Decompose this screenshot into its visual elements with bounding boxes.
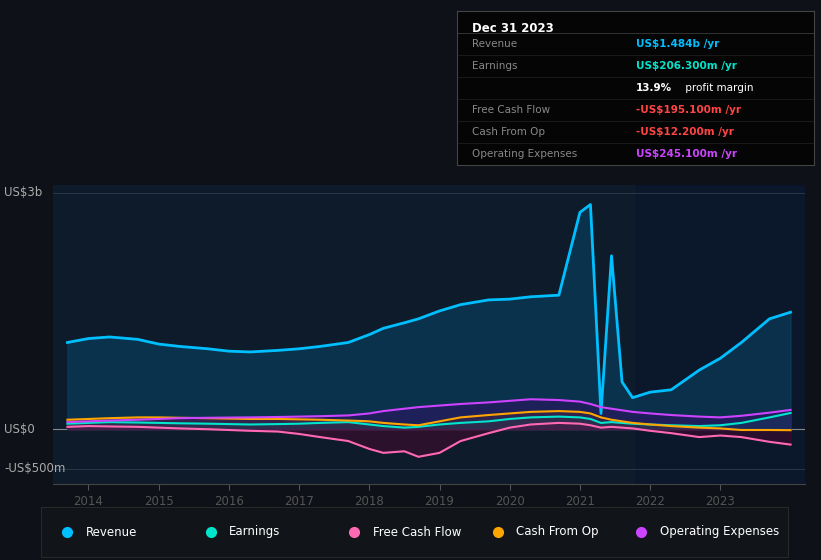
Text: -US$12.200m /yr: -US$12.200m /yr (636, 127, 734, 137)
Text: Free Cash Flow: Free Cash Flow (471, 105, 550, 115)
Text: Operating Expenses: Operating Expenses (659, 525, 779, 539)
Text: Earnings: Earnings (471, 60, 517, 71)
Text: -US$195.100m /yr: -US$195.100m /yr (636, 105, 741, 115)
Text: Operating Expenses: Operating Expenses (471, 149, 577, 159)
Text: US$206.300m /yr: US$206.300m /yr (636, 60, 736, 71)
Text: Revenue: Revenue (471, 39, 516, 49)
Text: US$3b: US$3b (4, 186, 43, 199)
Text: US$245.100m /yr: US$245.100m /yr (636, 149, 737, 159)
Text: profit margin: profit margin (682, 83, 754, 93)
Text: Dec 31 2023: Dec 31 2023 (471, 22, 553, 35)
Text: -US$500m: -US$500m (4, 462, 66, 475)
Text: 13.9%: 13.9% (636, 83, 672, 93)
Text: Cash From Op: Cash From Op (516, 525, 599, 539)
Text: Free Cash Flow: Free Cash Flow (373, 525, 461, 539)
Text: Revenue: Revenue (86, 525, 137, 539)
Text: US$1.484b /yr: US$1.484b /yr (636, 39, 719, 49)
Text: Cash From Op: Cash From Op (471, 127, 544, 137)
Text: US$0: US$0 (4, 423, 34, 436)
Text: Earnings: Earnings (229, 525, 281, 539)
Bar (636, 185, 805, 484)
